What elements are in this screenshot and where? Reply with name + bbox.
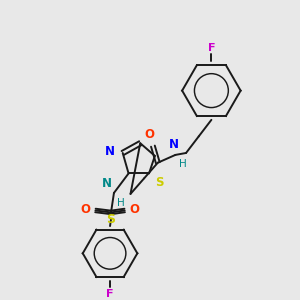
Text: N: N	[105, 145, 115, 158]
Text: S: S	[155, 176, 164, 189]
Text: N: N	[102, 177, 112, 190]
Text: S: S	[106, 213, 116, 226]
Text: H: H	[179, 159, 187, 169]
Text: O: O	[130, 203, 140, 216]
Text: O: O	[81, 203, 91, 216]
Text: H: H	[117, 198, 124, 208]
Text: F: F	[208, 43, 215, 52]
Text: N: N	[169, 138, 179, 151]
Text: O: O	[144, 128, 154, 141]
Text: F: F	[106, 290, 114, 299]
